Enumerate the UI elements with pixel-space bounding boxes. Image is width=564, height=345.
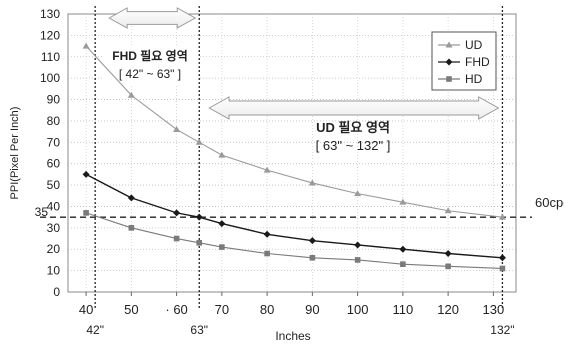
data-point [400,261,406,267]
data-point [127,91,135,98]
y-tick-label: 130 [40,7,60,21]
x-axis-title: Inches [275,329,310,343]
plot-frame [67,13,517,293]
y-tick-label: 90 [47,93,61,107]
x-tick-label: 120 [437,302,459,317]
data-point [309,254,316,261]
x-tick-label: 50 [124,302,138,317]
data-point [83,210,89,216]
y-tick-label: 30 [47,221,61,235]
axes: 0 10 20 30 40 50 60 70 80 90 100 110 120 130 40 50 · 60 7… [9,7,504,343]
y-axis-title: PPI(Pixel Per Inch) [9,107,21,200]
data-point [196,240,203,246]
data-point [399,245,407,253]
data-point [173,235,180,242]
data-point [218,220,226,228]
data-point [173,125,181,132]
x-tick-label: 70 [215,302,229,317]
series-line [85,173,503,259]
legend-item-ud: UD [438,38,483,52]
data-point [308,179,316,186]
y-tick-label: 0 [53,285,60,299]
legend: UD FHD HD [431,31,497,91]
series-line [85,212,503,270]
reference-lines: 35 60cpd 42" 63" 132" [35,6,564,337]
fhd-label-bg [102,46,198,86]
series-ud [82,42,506,220]
data-point [444,250,452,258]
fhd-region-range: [ 42" ~ 63" ] [119,67,181,81]
data-point [354,241,362,249]
y-tick-label: 120 [40,28,60,42]
data-point [128,225,135,231]
series-fhd [82,170,506,262]
data-point [445,263,451,270]
data-point [264,250,270,257]
data-point [263,230,271,238]
data-point [195,138,203,145]
y-tick-label: 50 [47,178,61,192]
x-tick-label: 110 [393,302,414,317]
y-tick-label: 60 [47,157,61,171]
legend-label: FHD [465,55,490,69]
series-layer [82,42,506,272]
data-point [498,254,506,262]
x-tick-label: 40 [79,302,93,317]
data-point [82,170,90,178]
data-point [445,41,453,48]
legend-label: UD [465,38,483,52]
data-point [127,194,135,202]
data-point [399,198,407,205]
data-point [173,209,181,217]
x-tick-label: · 60 [165,302,187,317]
data-point [219,244,225,250]
x-tick-label: 90 [305,302,319,317]
size-boundary-label: 42" [86,323,104,337]
range-arrow [208,96,500,120]
annotations: FHD 필요 영역 [ 42" ~ 63" ] UD 필요 영역 [ 63" ~ 13… [102,7,500,153]
data-point [446,76,452,82]
data-point [263,166,271,173]
ud-region-range: [ 63" ~ 132" ] [316,138,391,153]
data-point [445,58,453,66]
data-point [354,190,362,197]
data-point [308,237,316,245]
y-tick-label: 110 [41,50,60,64]
legend-box [431,31,497,91]
data-point [195,213,203,221]
size-boundary-label: 132" [490,323,514,337]
legend-item-fhd: FHD [438,55,490,69]
legend-item-hd: HD [438,72,483,86]
x-tick-label: 100 [347,302,369,317]
threshold-label: 60cpd [535,195,564,210]
y-tick-label: 70 [47,135,61,149]
series-hd [83,210,506,272]
x-tick-label: 130 [483,302,505,317]
range-arrow [108,7,197,29]
fhd-region-title: FHD 필요 영역 [112,48,188,63]
threshold-axis-label: 35 [35,205,49,219]
grid-lines [67,13,517,293]
y-tick-label: 100 [40,71,60,85]
data-point [82,42,90,49]
data-point [499,265,506,272]
ud-region-title: UD 필요 영역 [316,120,390,135]
y-tick-label: 80 [47,114,61,128]
data-point [498,213,506,220]
data-point [218,151,226,158]
data-point [354,257,361,263]
size-boundary-label: 63" [190,323,208,337]
data-point [444,207,452,214]
y-tick-label: 10 [47,264,61,278]
x-tick-label: 80 [260,302,274,317]
legend-label: HD [465,72,483,86]
y-tick-label: 40 [47,199,61,213]
y-tick-label: 20 [47,242,61,256]
